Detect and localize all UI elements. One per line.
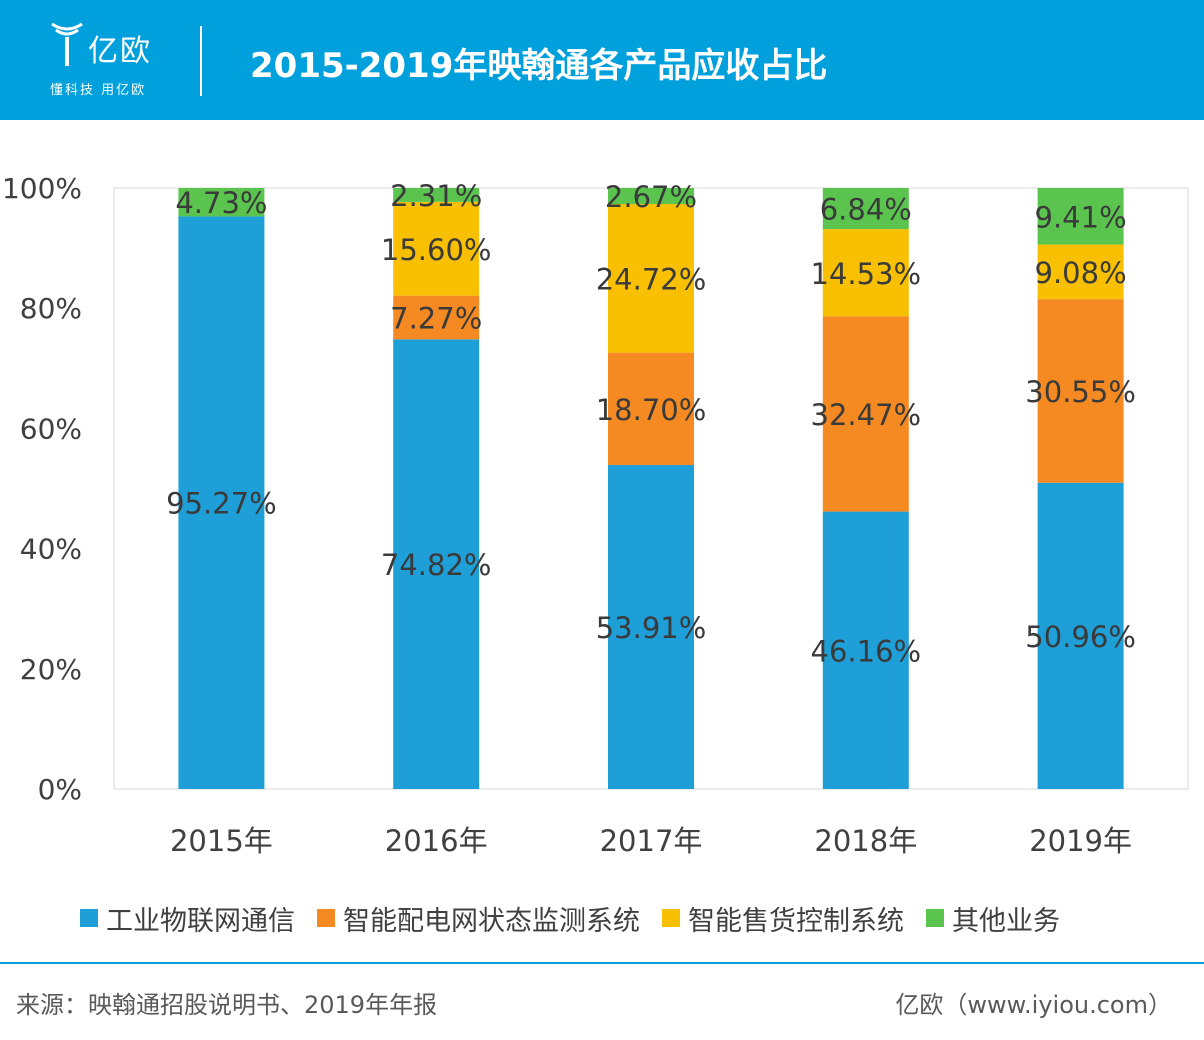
bar-segment xyxy=(393,339,480,789)
data-label: 9.08% xyxy=(1035,256,1127,290)
bar-segment xyxy=(822,188,909,230)
data-label: 7.27% xyxy=(390,301,482,335)
x-tick-label: 2016年 xyxy=(385,824,488,858)
data-label: 4.73% xyxy=(175,186,267,220)
page-title: 2015-2019年映翰通各产品应收占比 xyxy=(250,46,828,86)
yiou-logo-icon xyxy=(51,22,83,66)
data-label: 30.55% xyxy=(1025,375,1136,409)
legend-item: 其他业务 xyxy=(926,899,1060,938)
stacked-bar-chart: 0% 20% 40% 60% 80% 100% 95.27% 4.73% 2015年 74.82… xyxy=(2,172,1189,858)
data-label: 50.96% xyxy=(1025,620,1136,654)
header-banner: 亿欧 懂科技 用亿欧 2015-2019年映翰通各产品应收占比 xyxy=(0,0,1204,120)
x-tick-label: 2018年 xyxy=(814,824,917,858)
data-label: 14.53% xyxy=(811,257,922,291)
data-label: 32.47% xyxy=(811,398,922,432)
bar-segment xyxy=(393,188,480,202)
header-divider xyxy=(200,26,202,96)
footer-divider xyxy=(0,962,1204,964)
source-note: 来源：映翰通招股说明书、2019年年报 xyxy=(16,991,438,1019)
y-tick-label: 0% xyxy=(38,773,82,806)
x-tick-label: 2015年 xyxy=(170,824,273,858)
x-tick-label: 2017年 xyxy=(600,824,703,858)
legend-label: 其他业务 xyxy=(952,905,1060,937)
bar-segment xyxy=(1037,482,1124,789)
legend-label: 智能配电网状态监测系统 xyxy=(343,905,640,937)
bar-segment xyxy=(1037,299,1124,483)
legend-swatch xyxy=(662,909,680,927)
legend-item: 工业物联网通信 xyxy=(80,899,295,938)
bar-segment xyxy=(1037,188,1124,245)
chart-legend: 工业物联网通信 智能配电网状态监测系统 智能售货控制系统 其他业务 xyxy=(80,898,1082,938)
data-label: 18.70% xyxy=(596,393,707,427)
legend-item: 智能配电网状态监测系统 xyxy=(317,899,640,938)
bar-segment xyxy=(393,295,480,340)
bar-segment xyxy=(608,204,694,353)
data-label: 15.60% xyxy=(381,233,492,267)
data-label: 2.67% xyxy=(605,180,697,214)
bar-segment xyxy=(178,188,265,217)
site-credit: 亿欧（www.iyiou.com） xyxy=(895,991,1172,1019)
x-tick-label: 2019年 xyxy=(1029,824,1132,858)
bar-segment xyxy=(178,216,265,789)
legend-label: 智能售货控制系统 xyxy=(688,905,904,937)
y-tick-label: 80% xyxy=(20,292,82,325)
data-label: 9.41% xyxy=(1035,200,1127,234)
data-label: 95.27% xyxy=(166,487,277,521)
data-label: 2.31% xyxy=(390,179,482,213)
data-label: 46.16% xyxy=(811,634,922,668)
bar-segment xyxy=(822,229,909,317)
y-tick-label: 40% xyxy=(20,533,82,566)
legend-swatch xyxy=(317,909,335,927)
y-tick-label: 20% xyxy=(20,653,82,686)
legend-swatch xyxy=(80,909,98,927)
legend-item: 智能售货控制系统 xyxy=(662,899,904,938)
data-label: 53.91% xyxy=(596,611,707,645)
bar-segment xyxy=(393,201,480,296)
bar-segment xyxy=(822,316,909,512)
bar-segment xyxy=(822,511,909,789)
bar-segment xyxy=(608,465,694,789)
y-tick-label: 100% xyxy=(2,172,82,205)
logo-slogan: 懂科技 用亿欧 xyxy=(50,83,147,98)
logo-name: 亿欧 xyxy=(88,34,152,69)
data-label: 24.72% xyxy=(596,262,707,296)
legend-label: 工业物联网通信 xyxy=(106,905,295,937)
bar-segment xyxy=(608,188,694,205)
y-tick-label: 60% xyxy=(20,412,82,445)
data-label: 6.84% xyxy=(820,193,912,227)
bar-segment xyxy=(1037,244,1124,300)
data-label: 74.82% xyxy=(381,548,492,582)
legend-swatch xyxy=(926,909,944,927)
bar-segment xyxy=(608,352,694,466)
